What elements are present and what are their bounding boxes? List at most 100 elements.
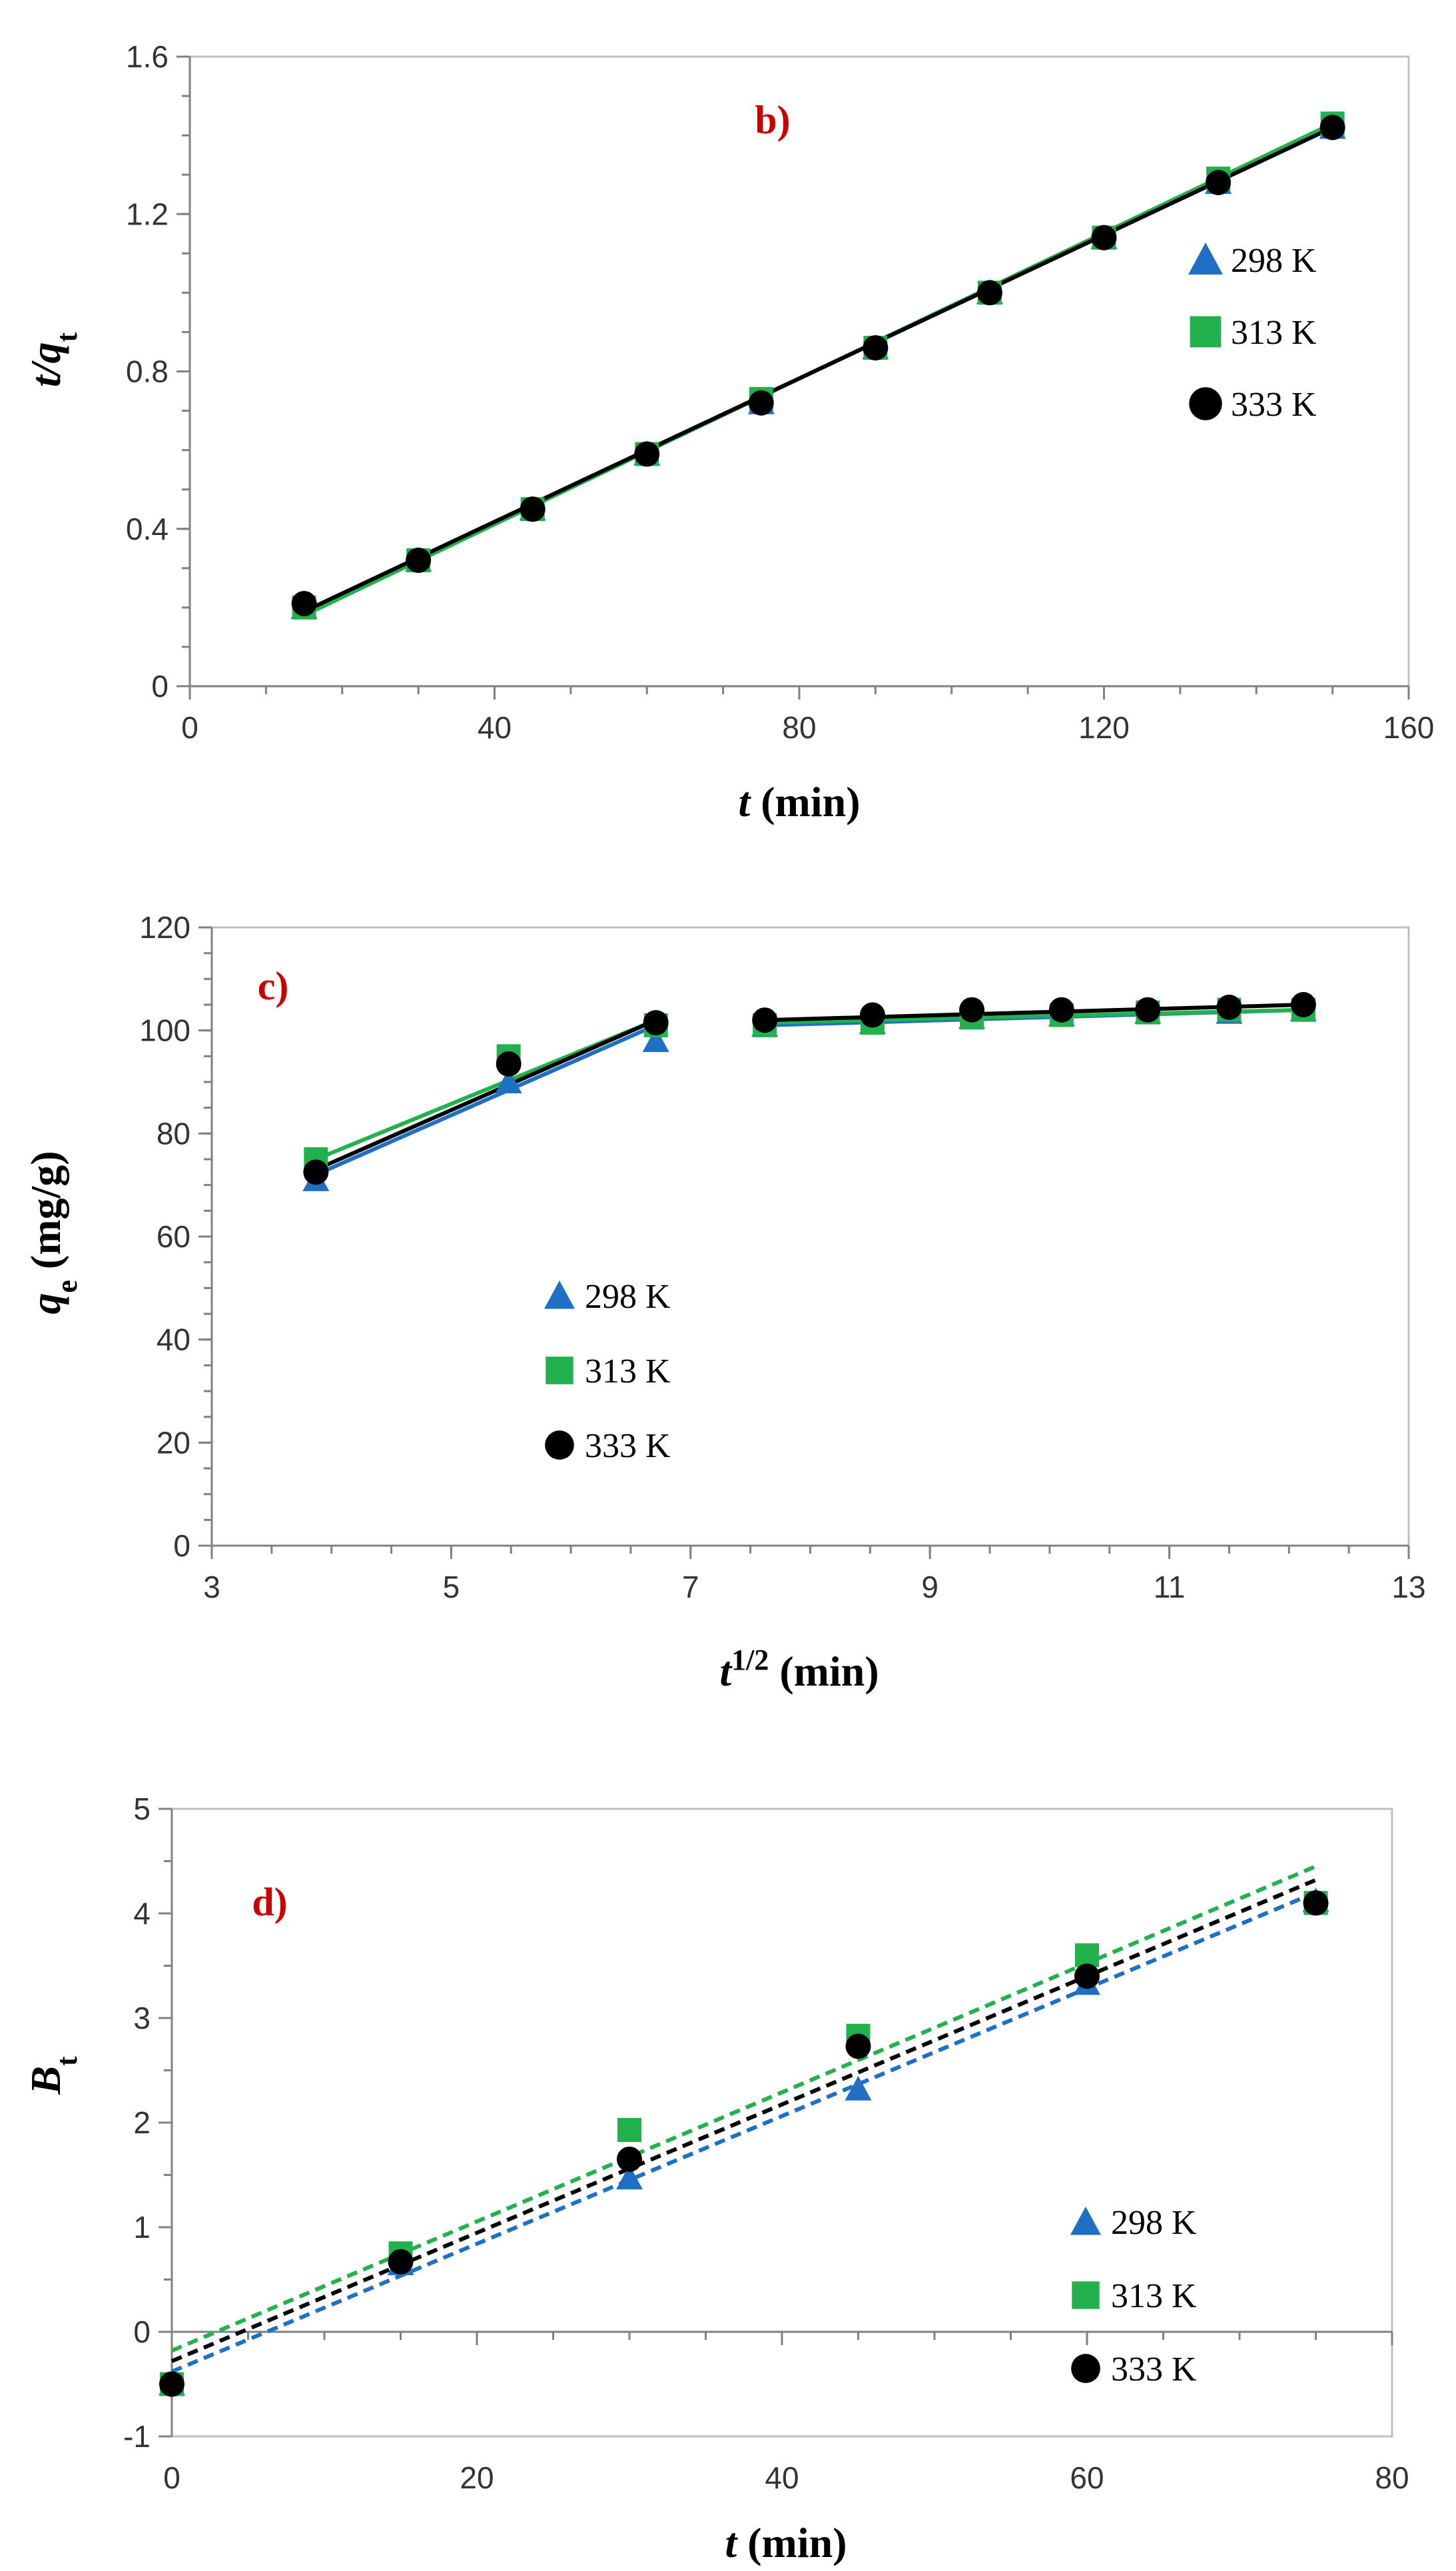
data-point [1290,992,1316,1017]
y-tick-label: 0.8 [126,354,169,389]
fit-line [315,1018,657,1172]
data-point [752,1007,778,1033]
y-tick-label: 40 [157,1322,190,1357]
x-tick-label: 160 [1383,710,1435,745]
data-point [1075,1943,1099,1967]
data-point [617,2146,642,2172]
y-tick-label: 1 [133,2210,151,2245]
panel-label: c) [258,964,289,1008]
legend-marker [1070,2207,1101,2235]
y-tick-label: 3 [133,2001,151,2035]
legend-label: 313 K [1111,2277,1197,2315]
y-tick-label: 0 [151,669,169,704]
data-point [1216,994,1242,1020]
data-point [643,1010,669,1036]
x-tick-label: 11 [1154,1570,1186,1604]
legend-label: 333 K [585,1427,671,1465]
legend-marker [1188,243,1223,275]
fit-line [765,1003,1303,1023]
y-tick-label: 20 [157,1425,190,1460]
x-tick-label: 120 [1078,710,1130,745]
legend-label: 313 K [1231,314,1317,352]
data-point [748,390,774,416]
x-tick-label: 40 [478,710,512,745]
panel-label: d) [252,1880,287,1924]
data-point [642,1027,669,1053]
x-tick-label: 60 [1070,2460,1104,2495]
y-tick-label: 120 [139,910,190,945]
y-tick-label: 1.6 [126,39,169,74]
data-point [859,1002,885,1028]
data-point [1074,1963,1100,1989]
legend-marker [544,1281,575,1309]
data-point [959,997,985,1023]
data-point [303,1159,329,1185]
x-tick-label: 0 [181,710,198,745]
data-point [616,2165,643,2190]
data-point [863,335,889,361]
chart-panel-b: 0 40 80 120 160 0 0.4 0.8 1.2 1.6 b) 298 K 313 K 333 … [22,39,1434,825]
data-point [495,1069,522,1093]
y-tick-label: 100 [139,1013,190,1048]
fit-line [315,1023,657,1177]
legend-marker [1190,316,1222,348]
data-point [291,590,317,616]
data-point [634,441,660,467]
y-tick-label: 5 [133,1792,151,1826]
y-axis-title: qe (mg/g) [22,1151,83,1314]
x-tick-label: 0 [163,2460,181,2495]
data-point [406,548,432,573]
data-point [976,280,1002,306]
y-tick-label: 0.4 [126,512,169,546]
x-tick-label: 7 [682,1570,699,1604]
legend-marker [546,1356,573,1384]
y-axis-title: Bt [22,2056,83,2095]
y-tick-label: 2 [133,2105,151,2140]
data-point [845,2075,872,2101]
legend-label: 298 K [585,1278,671,1316]
chart-panel-c: 3 5 7 9 11 13 0 20 40 60 80 100 120 c) 298 K 313 K 333 K… [22,910,1426,1695]
x-tick-label: 9 [921,1570,938,1604]
y-tick-label: 4 [133,1896,151,1931]
fit-line [765,1007,1303,1025]
data-point [520,496,546,522]
y-tick-label: -1 [123,2419,151,2454]
data-point [1206,170,1232,195]
legend-marker [545,1430,574,1460]
legend-label: 298 K [1111,2204,1197,2242]
x-tick-label: 13 [1391,1570,1425,1604]
chart-panel-d: 0 20 40 60 80 -1 0 1 2 3 4 5 d) 298 K 313 K 333 K t (min… [22,1792,1409,2566]
x-axis-title: t (min) [725,2519,847,2566]
data-point [1048,997,1074,1023]
data-point [159,2371,184,2397]
legend-marker [1189,387,1222,420]
data-point [1303,1890,1329,1916]
data-point [1091,225,1117,251]
legend-label: 333 K [1231,386,1317,424]
legend-marker [1071,2354,1100,2383]
y-tick-label: 80 [157,1116,190,1151]
x-axis-title: t (min) [738,778,860,825]
x-tick-label: 5 [443,1570,460,1604]
plot-area [188,55,1410,688]
y-tick-label: 0 [173,1528,190,1563]
data-point [1135,997,1161,1023]
x-tick-label: 3 [203,1570,220,1604]
data-point [617,2117,641,2142]
data-point [845,2033,871,2059]
x-tick-label: 80 [1375,2460,1409,2495]
y-tick-label: 0 [133,2314,151,2349]
y-tick-label: 60 [157,1219,190,1254]
x-tick-label: 80 [782,710,816,745]
x-tick-label: 40 [765,2460,799,2495]
x-axis-title: t1/2 (min) [719,1644,879,1696]
data-point [388,2249,414,2275]
fit-line [303,125,1333,614]
data-point [496,1051,522,1077]
y-axis-title: t/qt [22,332,83,388]
legend-marker [1072,2281,1100,2309]
legend-label: 313 K [585,1352,671,1390]
y-tick-label: 1.2 [126,197,169,231]
legend-label: 298 K [1231,242,1317,280]
